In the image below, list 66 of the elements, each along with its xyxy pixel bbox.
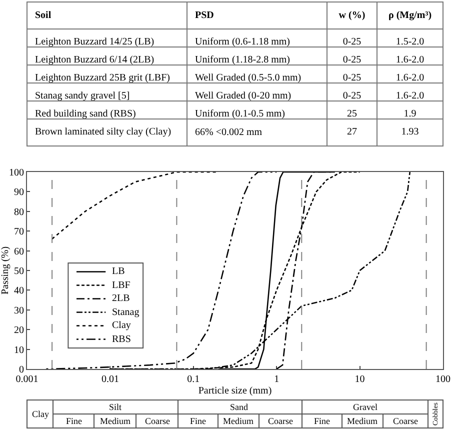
text: Well Graded (0.5-5.0 mm) [195,72,302,84]
text: 0-25 [342,54,362,66]
y-tick-label: 80 [14,206,24,218]
text: 27 [347,126,357,138]
legend-label: 2LB [112,293,130,304]
y-tick-label: 10 [14,344,24,356]
legend-label: LB [112,266,126,277]
text: Brown laminated silty clay (Clay) [35,126,172,138]
text: Fine [314,416,330,426]
text: 25 [347,108,357,120]
y-tick-label: 60 [14,246,24,258]
legend-label: LBF [112,280,131,291]
category-label: PSD [195,10,214,21]
text: Clay [32,409,50,419]
text: Red building sand (RBS) [35,108,136,120]
x-tick-label: 10 [354,374,365,385]
text: 1.6-2.0 [396,72,424,84]
text: Silt [109,402,122,412]
y-tick-label: 40 [14,286,24,297]
x-tick-label: 0.001 [16,374,38,385]
y-tick-label: 70 [14,226,24,238]
text: Coarse [393,416,418,426]
legend-label: RBS [112,334,131,345]
legend-label: Clay [112,320,131,331]
text: Leighton Buzzard 25B grit (LBF) [35,72,170,84]
x-tick-label: 100 [436,374,450,385]
y-tick-label: 100 [9,168,24,178]
text: Leighton Buzzard 14/25 (LB) [35,36,154,48]
category-label: w (%) [338,10,366,21]
x-axis-title: Particle size (mm) [198,386,272,396]
text: Uniform (0.1-0.5 mm) [195,108,285,120]
y-tick-label: 90 [14,187,24,198]
y-tick-label: 50 [14,266,24,277]
x-tick-label: 0.01 [101,374,119,385]
text: 1.5-2.0 [396,36,424,48]
text: Medium [347,416,378,426]
text: Coarse [268,416,293,426]
text: 1.6-2.0 [396,54,424,66]
text: 66% <0.002 mm [195,127,262,138]
category-label: Soil [35,10,52,21]
text: Leighton Buzzard 6/14 (2LB) [35,54,154,66]
legend-label: Stanag [112,307,140,318]
category-label: ρ (Mg/m³) [388,10,432,21]
text: 0-25 [342,72,362,84]
y-tick-label: 20 [14,325,24,336]
x-tick-label: 0.1 [187,374,200,385]
text: Coarse [145,416,170,426]
y-tick-label: 0 [19,364,24,376]
text: Sand [230,402,248,412]
text: Fine [190,416,206,426]
text: Medium [100,416,130,426]
x-tick-label: 1 [274,374,280,385]
y-tick-label: 30 [14,305,24,316]
text: Gravel [353,402,378,412]
text: 0-25 [342,90,362,102]
text: Fine [66,416,82,426]
text: Stanag sandy gravel [5] [35,90,130,102]
text: Well Graded (0-20 mm) [195,90,292,102]
text: 0-25 [342,36,362,48]
text: Uniform (1.18-2.8 mm) [195,54,290,66]
y-axis-title: Passing (%) [0,246,11,295]
text: 1.93 [401,126,419,138]
text: 1.9 [404,108,416,120]
text: Medium [223,416,254,426]
text: Uniform (0.6-1.18 mm) [195,36,290,48]
text: 1.6-2.0 [396,90,424,102]
